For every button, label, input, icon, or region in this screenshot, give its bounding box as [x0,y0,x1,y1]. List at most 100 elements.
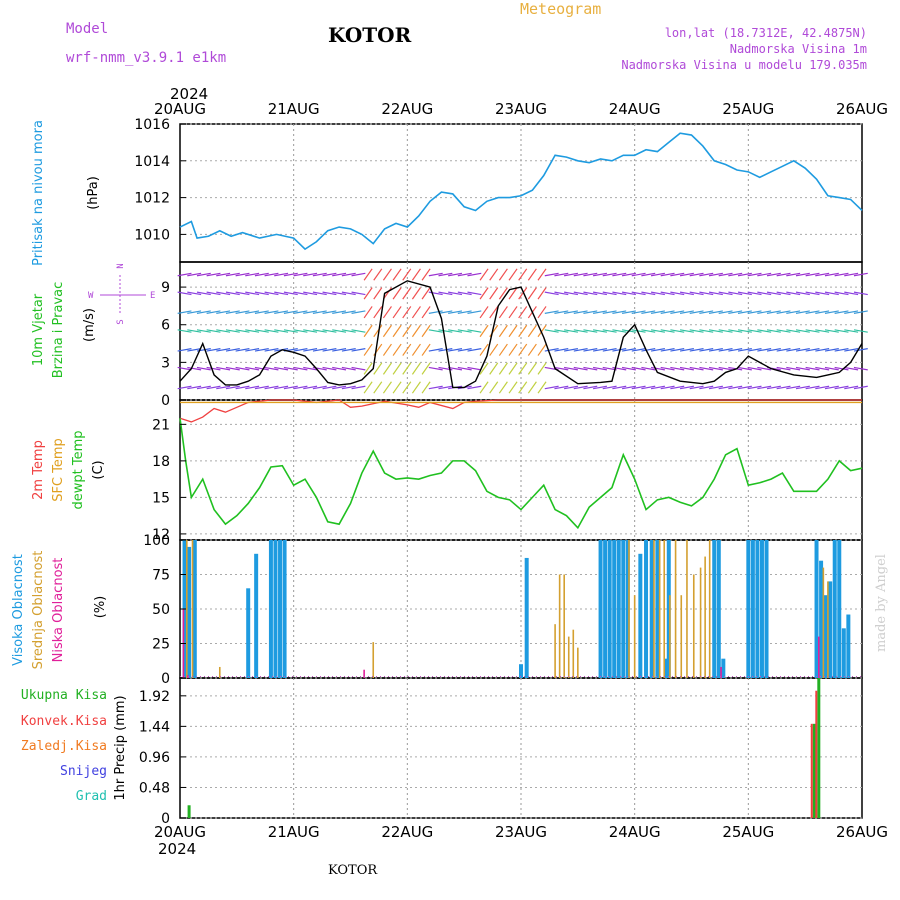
wind-barb [264,385,279,390]
wind-barb [225,385,240,390]
mid-cloud-label: Srednja Oblacnost [31,551,46,670]
wind-barb [196,272,211,277]
wind-barb [537,324,547,338]
wind-barb [411,362,421,375]
wind-barb [312,348,327,352]
wind-barb [650,348,665,352]
wind-barb [498,287,508,300]
wind-barb [428,291,443,296]
wind-barb [411,287,421,300]
wind-barb [805,310,820,314]
wind-barb [650,329,665,333]
wind-barb [708,348,723,352]
wind-barb [621,310,636,314]
wind-barb [382,362,392,375]
tick-label: 0.48 [139,780,170,796]
wind-barb [602,272,617,277]
wind-barb [660,385,675,390]
wind-barb [660,272,675,277]
date-labels-top: 20AUG 21AUG 22AUG 23AUG 24AUG 25AUG 26AUG [154,100,888,118]
wind-barb [489,343,499,356]
tick-label: 9 [161,280,170,296]
wind-barb [593,272,607,277]
wind-barb [786,348,801,352]
tick-label: 1.44 [139,719,170,735]
wind-barb [728,272,743,277]
wind-barb [660,329,675,333]
wind-label-1: 10m Vjetar [31,293,46,366]
high-cloud-bar [246,588,251,678]
mid-cloud-bar [186,540,188,678]
wind-barb [448,291,463,296]
wind-barb [641,348,656,352]
wind-barb [312,329,327,333]
wind-barb [737,310,752,314]
wind-barb [254,348,269,352]
wind-barb [428,329,443,333]
wind-barb [718,291,733,296]
high-cloud-bar [814,540,819,678]
wind-barb [382,324,392,338]
wind-barb [564,366,579,371]
wind-barb [392,324,402,338]
wind-barb [544,272,559,277]
wind-barb [187,366,202,371]
wind-barb [853,329,868,333]
temp-unit: (C) [91,460,106,479]
wind-barb [583,385,598,390]
wind-barb [225,310,240,314]
wind-barb [428,348,443,352]
wind-barb [177,329,192,333]
wind-barb [537,381,547,394]
wind-barb [631,291,646,296]
wind-barb [699,272,714,277]
tick-label: 25 [152,637,170,653]
wind-barb [844,291,859,296]
wind-barb [332,272,347,277]
wind-barb [795,366,810,371]
wind-barb [508,324,518,338]
dewpt-line [179,418,863,530]
wind-barb [235,329,250,333]
tick-label: 0.96 [139,750,170,766]
wind-barb [479,268,489,281]
wind-barb [573,385,588,390]
pressure-line [179,132,863,251]
pressure-tick-labels: 1016 1014 1012 1010 [134,117,186,243]
wind-barb [718,366,733,371]
wind-barb [457,310,472,314]
wind-barb [554,310,569,314]
wind-barb [363,268,373,281]
mid-cloud-bar [692,574,695,678]
total-precip-bar [187,805,191,818]
mid-cloud-bar [567,636,570,678]
wind-barb [757,348,772,352]
mid-cloud-bar [699,567,702,678]
wind-barb [573,310,588,314]
wind-barb [312,310,327,314]
wind-barb [508,381,518,394]
wind-barb [225,291,240,296]
cloud-unit: (%) [93,596,108,619]
wind-barb [602,291,617,296]
wind-barb [786,329,801,333]
wind-barb [303,329,318,333]
wind-barb [187,291,202,296]
mid-cloud-bar [658,540,661,678]
date-label-top: 26AUG [836,100,888,118]
high-cloud-bar [625,540,630,678]
wind-barb [283,291,298,296]
wind-barb [402,287,412,300]
wind-barb [834,385,849,390]
wind-barb [853,366,868,371]
high-cloud-bar [254,553,259,678]
wind-barb [498,343,508,356]
temp-tick-labels: 21 18 15 12 [152,417,186,543]
mid-cloud-bar [686,540,688,678]
wind-barb [737,366,752,371]
wind-barb [641,310,656,314]
wind-barb [373,306,383,319]
high-cloud-bar [621,540,626,678]
high-cloud-bar [712,540,717,678]
date-label-bottom: 21AUG [268,823,320,841]
